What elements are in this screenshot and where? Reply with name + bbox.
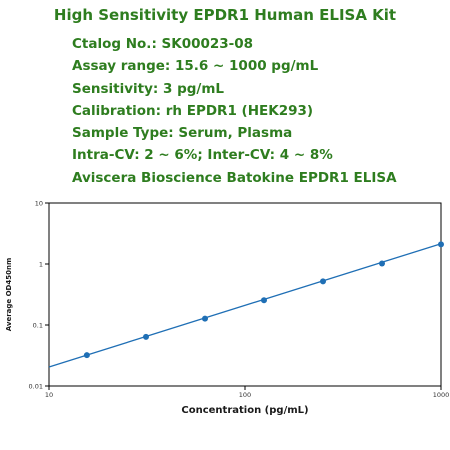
page-title: High Sensitivity EPDR1 Human ELISA Kit [53,6,397,24]
data-point [201,315,208,322]
sensitivity: Sensitivity: 3 pg/mL [72,81,225,97]
data-point [83,352,90,359]
sample-type: Sample Type: Serum, Plasma [72,125,293,141]
y-axis-title: Average OD450nm [5,258,13,332]
x-tick-label: 1000 [433,391,450,399]
data-point [260,297,267,304]
x-tick-label: 10 [45,391,53,399]
standard-curve-line [48,243,442,368]
y-tick-label: 1 [39,261,43,269]
catalog-number: Ctalog No.: SK00023-08 [72,36,254,52]
y-tick-label: 10 [35,200,43,208]
data-point [438,241,444,248]
y-tick-label: 0.01 [29,383,43,391]
data-point [378,260,385,267]
x-axis-title: Concentration (pg/mL) [181,405,308,416]
data-point [319,278,326,285]
calibration: Calibration: rh EPDR1 (HEK293) [72,103,314,119]
plot-frame [48,202,442,387]
x-tick-label: 100 [239,391,251,399]
data-point [142,333,149,340]
y-tick-label: 0.1 [33,322,43,330]
chart-plot: 10 100 1000 0.01 0.1 1 10 Concentration (pg/mL)… [5,200,449,417]
assay-range: Assay range: 15.6 ~ 1000 pg/mL [72,58,319,74]
kit-description: Aviscera Bioscience Batokine EPDR1 ELISA [72,170,397,186]
precision-cv: Intra-CV: 2 ~ 6%; Inter-CV: 4 ~ 8% [72,147,333,163]
